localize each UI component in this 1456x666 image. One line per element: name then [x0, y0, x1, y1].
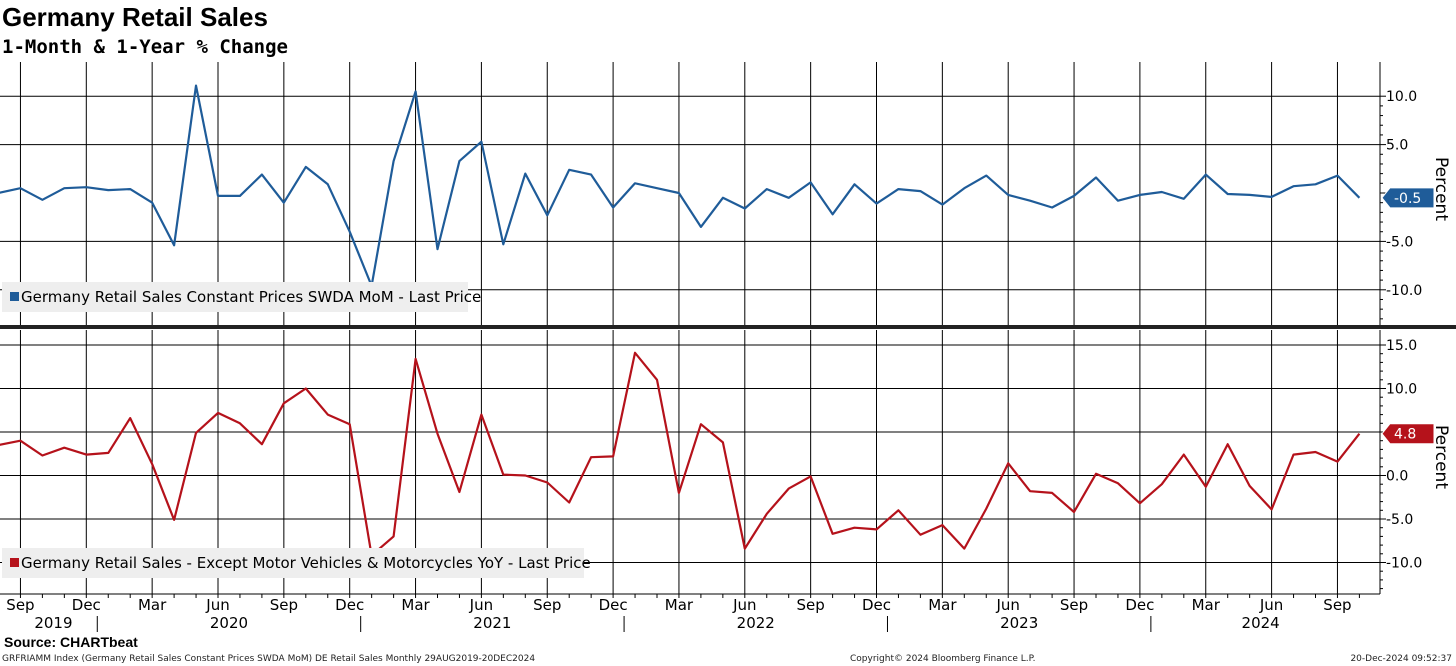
y-tick-label: -10.0 [1386, 283, 1422, 299]
x-year-label: 2019 [34, 614, 72, 632]
x-month-label: Jun [205, 596, 229, 614]
legend-swatch [10, 292, 19, 301]
x-month-label: Dec [72, 596, 101, 614]
chart-title: Germany Retail Sales [2, 2, 268, 32]
x-year-label: 2020 [210, 614, 248, 632]
y-tick-label: 10.0 [1386, 89, 1417, 105]
footer-timestamp: 20-Dec-2024 09:52:37 [1350, 654, 1452, 664]
y-axis-label: Percent [1431, 157, 1451, 221]
x-month-label: Jun [995, 596, 1019, 614]
x-month-label: Mar [1192, 596, 1221, 614]
x-year-label: 2023 [1000, 614, 1038, 632]
footer-index-info: GRFRIAMM Index (Germany Retail Sales Con… [2, 654, 536, 664]
x-month-label: Sep [533, 596, 561, 614]
panel-separator [0, 325, 1456, 329]
legend-box [2, 548, 584, 578]
y-tick-label: 15.0 [1386, 338, 1417, 354]
legend-label: Germany Retail Sales Constant Prices SWD… [21, 288, 481, 306]
y-axis-label: Percent [1431, 425, 1451, 489]
x-month-label: Dec [599, 596, 628, 614]
x-month-label: Mar [138, 596, 167, 614]
y-tick-label: -5.0 [1386, 234, 1413, 250]
y-tick-label: 0.0 [1386, 469, 1408, 485]
x-month-label: Sep [270, 596, 298, 614]
x-month-label: Mar [401, 596, 430, 614]
last-value-label: 4.8 [1394, 427, 1416, 443]
x-month-label: Jun [732, 596, 756, 614]
x-month-label: Sep [797, 596, 825, 614]
mom-series-line [0, 84, 1361, 287]
chart-subtitle: 1-Month & 1-Year % Change [2, 36, 288, 58]
x-month-label: Jun [469, 596, 493, 614]
x-month-label: Sep [1323, 596, 1351, 614]
yoy-series-line [0, 351, 1361, 557]
x-month-label: Dec [335, 596, 364, 614]
x-year-label: 2021 [473, 614, 511, 632]
last-value-tag [1381, 423, 1435, 445]
y-tick-label: 10.0 [1386, 382, 1417, 398]
x-month-label: Dec [1125, 596, 1154, 614]
x-month-label: Dec [862, 596, 891, 614]
x-year-label: 2024 [1242, 614, 1280, 632]
x-month-label: Sep [6, 596, 34, 614]
last-value-tag [1381, 187, 1435, 209]
x-month-label: Jun [1259, 596, 1283, 614]
y-tick-label: -5.0 [1386, 512, 1413, 528]
footer-copyright: Copyright© 2024 Bloomberg Finance L.P. [850, 654, 1036, 664]
legend-label: Germany Retail Sales - Except Motor Vehi… [21, 554, 591, 572]
x-year-label: 2022 [737, 614, 775, 632]
x-month-label: Sep [1060, 596, 1088, 614]
legend-swatch [10, 558, 19, 567]
y-tick-label: 5.0 [1386, 138, 1408, 154]
source-note: Source: CHARTbeat [4, 634, 138, 650]
x-month-label: Mar [665, 596, 694, 614]
y-tick-label: -10.0 [1386, 556, 1422, 572]
legend-box [2, 282, 468, 312]
last-value-label: -0.5 [1394, 191, 1421, 207]
x-month-label: Mar [928, 596, 957, 614]
